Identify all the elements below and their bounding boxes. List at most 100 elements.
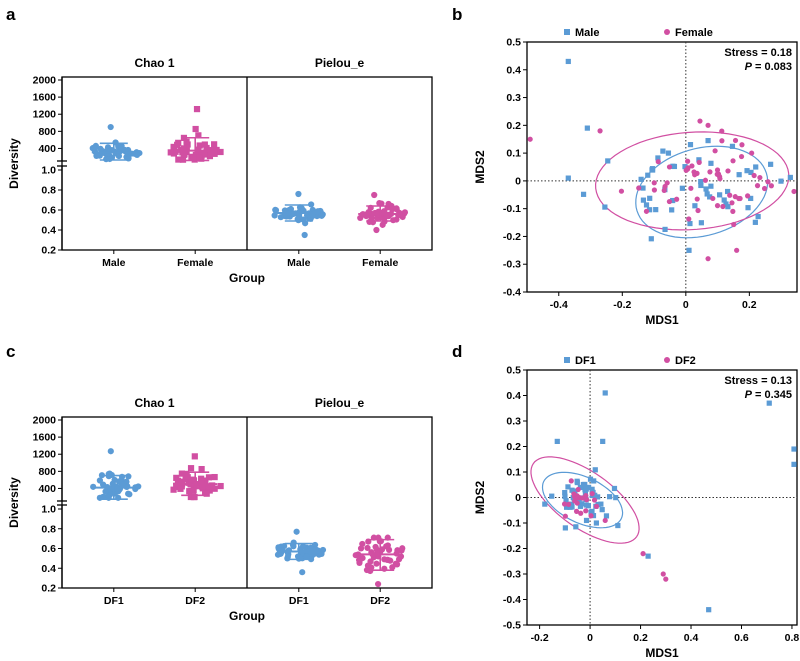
data-point — [664, 357, 670, 363]
data-point — [704, 191, 710, 197]
data-point — [284, 555, 291, 562]
data-point — [178, 478, 186, 485]
p-value-annotation: P = 0.345 — [745, 389, 792, 401]
data-point — [605, 158, 611, 164]
y-tick-label: -0.5 — [503, 620, 521, 632]
data-point — [203, 490, 210, 497]
data-point — [187, 493, 194, 501]
data-point — [757, 174, 763, 181]
data-point — [373, 560, 380, 567]
data-point — [661, 187, 667, 194]
data-point — [708, 160, 714, 166]
data-point — [778, 178, 784, 184]
data-point — [593, 503, 600, 509]
y-tick-label: 0.5 — [506, 365, 521, 377]
data-point — [744, 168, 750, 174]
data-point — [170, 486, 177, 493]
data-point — [175, 156, 182, 163]
data-point — [198, 465, 205, 473]
data-point — [290, 543, 297, 550]
y-tick-label: 0.5 — [506, 37, 521, 49]
data-point — [602, 517, 608, 524]
data-point — [211, 485, 218, 492]
data-point — [303, 553, 310, 560]
stress-annotation: Stress = 0.13 — [724, 375, 792, 387]
data-point — [118, 481, 126, 488]
confidence-ellipse — [530, 456, 640, 544]
legend: DF1 DF2 — [564, 355, 696, 367]
p-symbol: P — [745, 389, 753, 401]
data-point — [565, 175, 571, 181]
data-point — [200, 151, 208, 158]
data-point — [752, 219, 758, 225]
y-tick-label: 0.4 — [41, 563, 56, 575]
data-point — [178, 470, 185, 477]
data-point — [583, 517, 590, 524]
data-point — [595, 494, 601, 500]
panel-label: c — [6, 342, 15, 361]
data-point — [598, 501, 604, 507]
data-point — [706, 607, 712, 613]
data-point — [730, 158, 736, 164]
x-tick-label: Male — [287, 257, 311, 269]
data-point — [568, 478, 574, 484]
data-point — [271, 212, 278, 219]
p-value: = 0.345 — [752, 389, 792, 401]
x-tick-label: DF2 — [185, 595, 205, 607]
data-point — [583, 502, 589, 508]
data-point — [190, 154, 197, 162]
data-point — [694, 196, 700, 202]
data-point — [307, 545, 314, 552]
data-point — [748, 169, 754, 175]
data-point — [736, 172, 742, 178]
y-tick-label: 0.8 — [41, 523, 56, 535]
x-tick-label: 0 — [683, 299, 689, 311]
x-axis-title: Group — [229, 271, 265, 285]
legend-label: Male — [575, 27, 599, 39]
data-point — [96, 494, 103, 501]
data-point — [751, 172, 757, 179]
data-point — [581, 483, 587, 489]
data-point — [738, 153, 745, 160]
stress-annotation: Stress = 0.18 — [724, 47, 792, 59]
data-point — [573, 508, 580, 514]
facet-title: Chao 1 — [134, 396, 174, 410]
data-point — [188, 476, 196, 483]
data-point — [191, 493, 198, 501]
data-point — [717, 176, 723, 182]
y-tick-label: 2000 — [33, 75, 57, 87]
y-tick-label: 0.2 — [41, 583, 56, 595]
y-axis-title: MDS2 — [473, 481, 487, 515]
data-point — [737, 195, 743, 202]
data-point — [705, 138, 711, 144]
data-point — [379, 221, 386, 228]
data-point — [660, 148, 666, 154]
data-point — [384, 542, 391, 549]
y-axis-title: Diversity — [7, 477, 21, 528]
y-tick-label: -0.1 — [503, 203, 521, 215]
data-point — [126, 491, 133, 498]
data-point — [655, 155, 661, 161]
x-tick-label: -0.2 — [531, 632, 549, 644]
data-point — [708, 183, 714, 189]
y-tick-label: -0.4 — [503, 594, 521, 606]
data-point — [664, 180, 670, 186]
data-point — [352, 552, 359, 559]
data-point — [638, 176, 644, 182]
data-point — [602, 390, 608, 396]
x-tick-label: 0.2 — [742, 299, 757, 311]
data-point — [666, 198, 673, 205]
panel-label: a — [6, 5, 16, 24]
x-axis-title: MDS1 — [645, 646, 679, 660]
facet-title: Pielou_e — [315, 396, 365, 410]
data-point — [749, 150, 755, 156]
data-point — [373, 226, 380, 234]
data-point — [367, 558, 374, 565]
data-point — [167, 149, 174, 156]
data-point — [588, 513, 594, 519]
x-tick-label: DF2 — [370, 595, 390, 607]
y-tick-label: 0.3 — [506, 92, 521, 104]
data-point — [201, 141, 208, 148]
data-point — [791, 461, 797, 467]
